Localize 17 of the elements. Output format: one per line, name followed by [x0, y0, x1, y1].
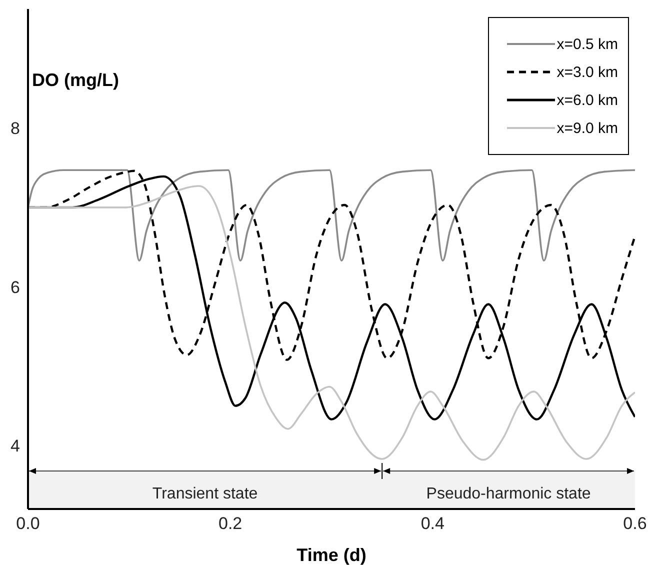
x-tick-label: 0.2: [218, 514, 242, 534]
x-tick-label: 0.0: [16, 514, 40, 534]
band-label: Transient state: [152, 485, 258, 502]
x-axis-title: Time (d): [296, 545, 366, 565]
y-tick-label: 6: [10, 278, 20, 297]
line-series: [28, 185, 635, 461]
legend-label: x=0.5 km: [556, 36, 618, 52]
line-series: [28, 169, 635, 262]
legend-label: x=6.0 km: [556, 92, 618, 108]
legend-label: x=9.0 km: [556, 120, 618, 136]
x-tick-label: 0.4: [420, 514, 444, 534]
y-tick-label: 4: [10, 436, 20, 456]
x-tick-label: 0.6: [623, 514, 647, 534]
y-tick-label: 8: [10, 119, 20, 138]
y-axis-title: DO (mg/L): [32, 70, 119, 91]
band-label: Pseudo-harmonic state: [426, 485, 591, 502]
legend-label: x=3.0 km: [556, 64, 618, 80]
